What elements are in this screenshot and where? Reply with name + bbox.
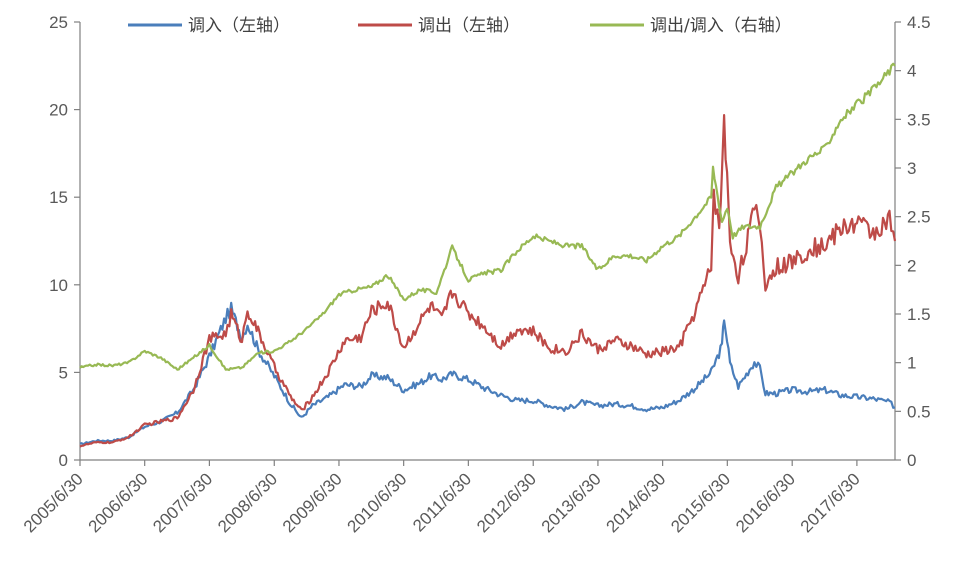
series-line-1 (79, 114, 897, 448)
x-tick-label: 2017/6/30 (797, 469, 864, 536)
y-left-tick-label: 10 (49, 276, 68, 295)
y-right-tick-label: 3.5 (907, 110, 931, 129)
y-right-tick-label: 4 (907, 62, 916, 81)
x-tick-label: 2006/6/30 (85, 469, 152, 536)
x-tick-label: 2005/6/30 (20, 469, 87, 536)
y-right-tick-label: 4.5 (907, 13, 931, 32)
legend-label-2: 调出/调入（右轴） (650, 16, 792, 36)
x-tick-label: 2011/6/30 (409, 469, 475, 535)
x-tick-label: 2015/6/30 (667, 469, 734, 536)
y-left-tick-label: 5 (59, 363, 68, 382)
x-tick-label: 2012/6/30 (473, 469, 540, 536)
y-right-tick-label: 1 (907, 354, 916, 373)
y-left-tick-label: 15 (49, 188, 68, 207)
legend-label-1: 调出（左轴） (418, 16, 520, 36)
y-left-ticks: 0 5 10 15 20 25 (49, 13, 80, 470)
y-right-tick-label: 0.5 (907, 402, 931, 421)
y-left-tick-label: 20 (49, 101, 68, 120)
y-left-tick-label: 0 (59, 451, 68, 470)
x-tick-label: 2016/6/30 (732, 469, 799, 536)
x-tick-label: 2009/6/30 (279, 469, 346, 536)
x-tick-label: 2007/6/30 (149, 469, 216, 536)
legend: 调入（左轴） 调出（左轴） 调出/调入（右轴） (128, 16, 792, 36)
y-right-tick-label: 2.5 (907, 208, 931, 227)
series-layer (79, 62, 897, 448)
legend-label-0: 调入（左轴） (188, 16, 290, 36)
y-right-tick-label: 3 (907, 159, 916, 178)
x-tick-label: 2013/6/30 (538, 469, 605, 536)
y-right-ticks: 0 0.5 1 1.5 2 2.5 3 3.5 4 4.5 (895, 13, 931, 470)
y-right-tick-label: 0 (907, 451, 916, 470)
x-tick-label: 2010/6/30 (344, 469, 411, 536)
x-ticks: 2005/6/302006/6/302007/6/302008/6/302009… (20, 460, 864, 536)
y-right-tick-label: 2 (907, 256, 916, 275)
x-tick-label: 2008/6/30 (214, 469, 281, 536)
series-line-0 (79, 301, 896, 446)
x-tick-label: 2014/6/30 (603, 469, 670, 536)
y-left-tick-label: 25 (49, 13, 68, 32)
series-line-2 (79, 62, 896, 372)
y-right-tick-label: 1.5 (907, 305, 931, 324)
